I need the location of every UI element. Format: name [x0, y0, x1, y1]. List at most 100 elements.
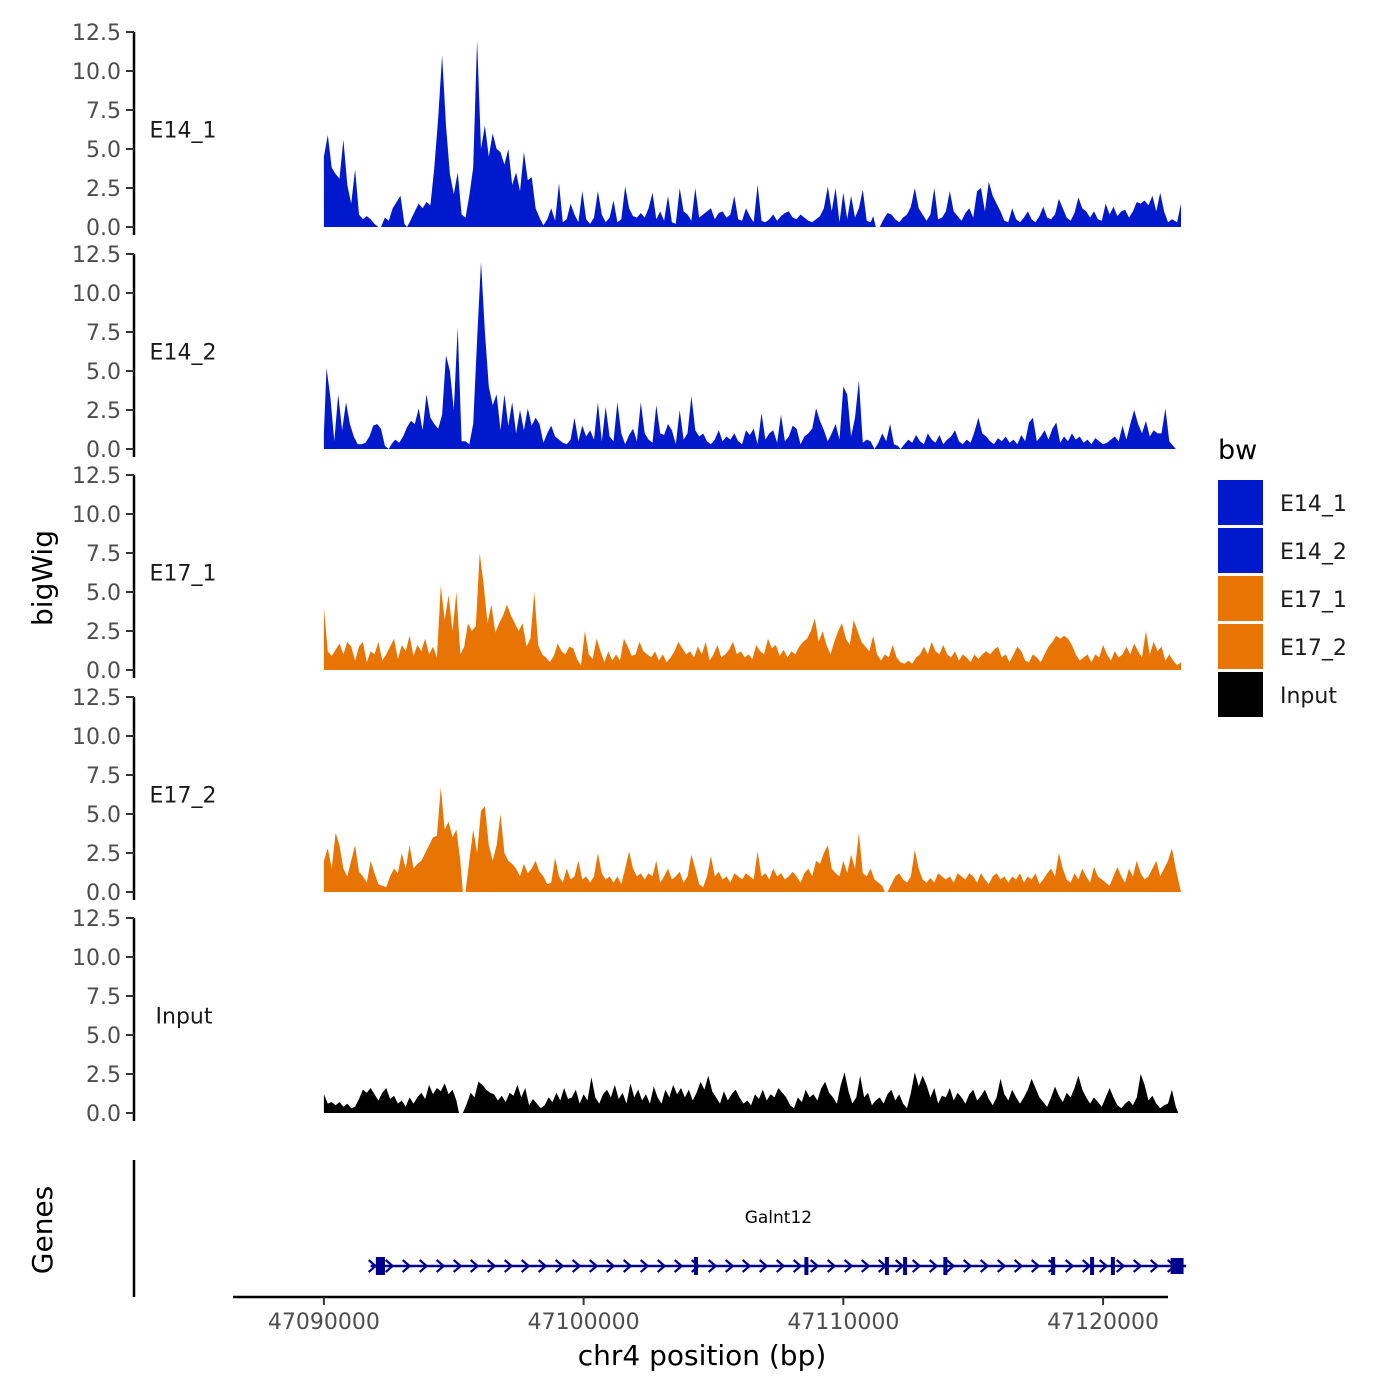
legend-label: E14_2 — [1280, 540, 1347, 565]
strand-arrow — [1013, 1259, 1024, 1273]
strand-arrow — [622, 1259, 633, 1273]
strand-arrow — [435, 1259, 446, 1273]
strand-arrow — [758, 1259, 769, 1273]
y-tick-label: 10.0 — [72, 503, 121, 528]
y-tick-label: 5.0 — [86, 138, 121, 163]
strand-arrow — [418, 1259, 429, 1273]
gene-exon — [1051, 1257, 1056, 1275]
gene-exon — [804, 1257, 809, 1275]
y-tick-label: 0.0 — [86, 216, 121, 241]
strand-arrow — [1149, 1259, 1160, 1273]
track-label: Input — [156, 1005, 213, 1030]
strand-arrow — [367, 1259, 378, 1273]
strand-arrow — [554, 1259, 565, 1273]
y-tick-label: 10.0 — [72, 946, 121, 971]
y-tick-label: 7.5 — [86, 542, 121, 567]
strand-arrow — [401, 1259, 412, 1273]
y-tick-label: 10.0 — [72, 725, 121, 750]
strand-arrow — [741, 1259, 752, 1273]
strand-arrow — [605, 1259, 616, 1273]
strand-arrow — [1115, 1259, 1126, 1273]
strand-arrow — [673, 1259, 684, 1273]
legend-key — [1218, 528, 1263, 573]
strand-arrow — [945, 1259, 956, 1273]
genes-panel: Galnt12 — [132, 1160, 1187, 1297]
y-tick-label: 0.0 — [86, 659, 121, 684]
gene-name-label: Galnt12 — [745, 1208, 812, 1228]
strand-arrow — [520, 1259, 531, 1273]
strand-arrow — [996, 1259, 1007, 1273]
strand-arrow — [843, 1259, 854, 1273]
track-e14-1: 0.0 2.5 5.0 7.5 10.0 12.5 E14_1 — [72, 21, 1181, 241]
gene-exon — [375, 1257, 385, 1275]
y-tick-label: 0.0 — [86, 438, 121, 463]
legend-key — [1218, 480, 1263, 525]
track-panels: 0.0 2.5 5.0 7.5 10.0 12.5 E14_1 0.0 2.5 5.0 7.5 10.… — [72, 21, 1181, 1127]
y-tick-label: 0.0 — [86, 881, 121, 906]
gene-exon — [884, 1257, 889, 1275]
gene-exon — [903, 1257, 908, 1275]
strand-arrow — [826, 1259, 837, 1273]
legend-label: E17_2 — [1280, 636, 1347, 661]
legend-label: E14_1 — [1280, 492, 1347, 517]
y-tick-label: 2.5 — [86, 1063, 121, 1088]
x-tick-label: 47100000 — [528, 1310, 640, 1335]
y-tick-label: 7.5 — [86, 99, 121, 124]
legend-title: bw — [1218, 435, 1257, 466]
y-tick-label: 7.5 — [86, 321, 121, 346]
strand-arrows — [367, 1259, 1177, 1273]
strand-arrow — [928, 1259, 939, 1273]
gene-exon — [943, 1257, 948, 1275]
strand-arrow — [809, 1259, 820, 1273]
x-axis: 47090000 47100000 47110000 47120000 — [233, 1295, 1168, 1335]
track-e14-2: 0.0 2.5 5.0 7.5 10.0 12.5 E14_2 — [72, 243, 1176, 463]
area-input — [323, 1072, 1181, 1113]
legend-label: E17_1 — [1280, 588, 1347, 613]
strand-arrow — [860, 1259, 871, 1273]
track-label: E17_2 — [150, 784, 217, 809]
strand-arrow — [486, 1259, 497, 1273]
strand-arrow — [1081, 1259, 1092, 1273]
strand-arrow — [911, 1259, 922, 1273]
strand-arrow — [588, 1259, 599, 1273]
track-e17-1: 0.0 2.5 5.0 7.5 10.0 12.5 E17_1 — [72, 464, 1181, 684]
gene-exon — [1170, 1258, 1184, 1274]
legend-key — [1218, 672, 1263, 717]
legend-label: Input — [1280, 684, 1337, 709]
legend: bw E14_1 E14_2 E17_1 E17_2 Input — [1218, 435, 1347, 717]
area-e14-1 — [323, 39, 1181, 227]
track-label: E17_1 — [150, 562, 217, 587]
strand-arrow — [537, 1259, 548, 1273]
y-tick-label: 12.5 — [72, 21, 121, 46]
legend-key — [1218, 576, 1263, 621]
strand-arrow — [1132, 1259, 1143, 1273]
x-tick-label: 47120000 — [1047, 1310, 1159, 1335]
y-tick-label: 7.5 — [86, 985, 121, 1010]
y-axis-title: bigWig — [26, 530, 59, 626]
strand-arrow — [775, 1259, 786, 1273]
y-tick-label: 2.5 — [86, 177, 121, 202]
y-tick-label: 12.5 — [72, 243, 121, 268]
gene-exon — [694, 1257, 699, 1275]
area-e17-2 — [323, 787, 1181, 892]
area-e17-1 — [323, 553, 1181, 670]
y-tick-label: 12.5 — [72, 464, 121, 489]
strand-arrow — [707, 1259, 718, 1273]
y-tick-label: 12.5 — [72, 686, 121, 711]
strand-arrow — [656, 1259, 667, 1273]
y-tick-label: 5.0 — [86, 1024, 121, 1049]
y-tick-label: 2.5 — [86, 842, 121, 867]
track-e17-2: 0.0 2.5 5.0 7.5 10.0 12.5 E17_2 — [72, 686, 1181, 906]
strand-arrow — [1047, 1259, 1058, 1273]
y-tick-label: 10.0 — [72, 282, 121, 307]
strand-arrow — [1064, 1259, 1075, 1273]
y-tick-label: 0.0 — [86, 1102, 121, 1127]
strand-arrow — [503, 1259, 514, 1273]
y-tick-label: 2.5 — [86, 620, 121, 645]
strand-arrow — [690, 1259, 701, 1273]
y-tick-label: 12.5 — [72, 907, 121, 932]
y-tick-label: 10.0 — [72, 60, 121, 85]
area-e14-2 — [323, 261, 1176, 449]
y-tick-label: 5.0 — [86, 803, 121, 828]
strand-arrow — [979, 1259, 990, 1273]
